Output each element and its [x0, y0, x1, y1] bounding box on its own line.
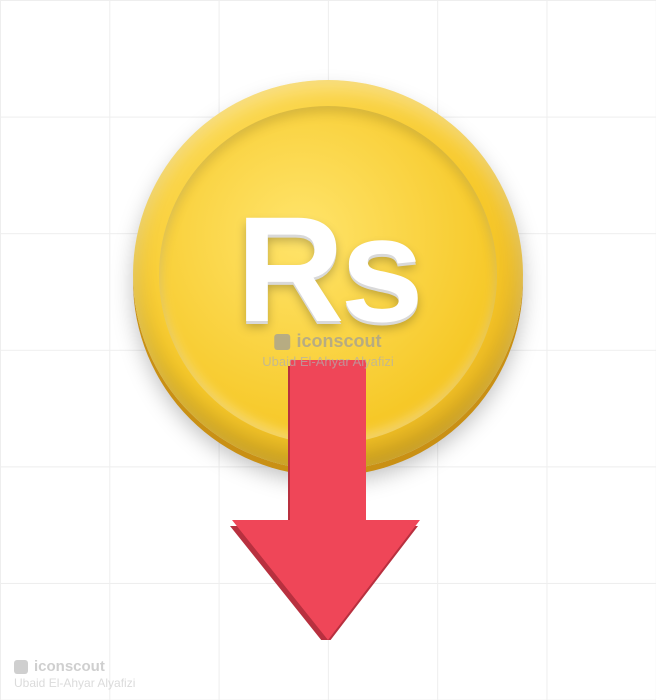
- arrow-front-face: [232, 360, 420, 640]
- rupee-down-3d-icon: Rs: [88, 60, 568, 640]
- down-arrow-icon: [228, 360, 428, 640]
- preview-canvas: Rs: [0, 0, 656, 700]
